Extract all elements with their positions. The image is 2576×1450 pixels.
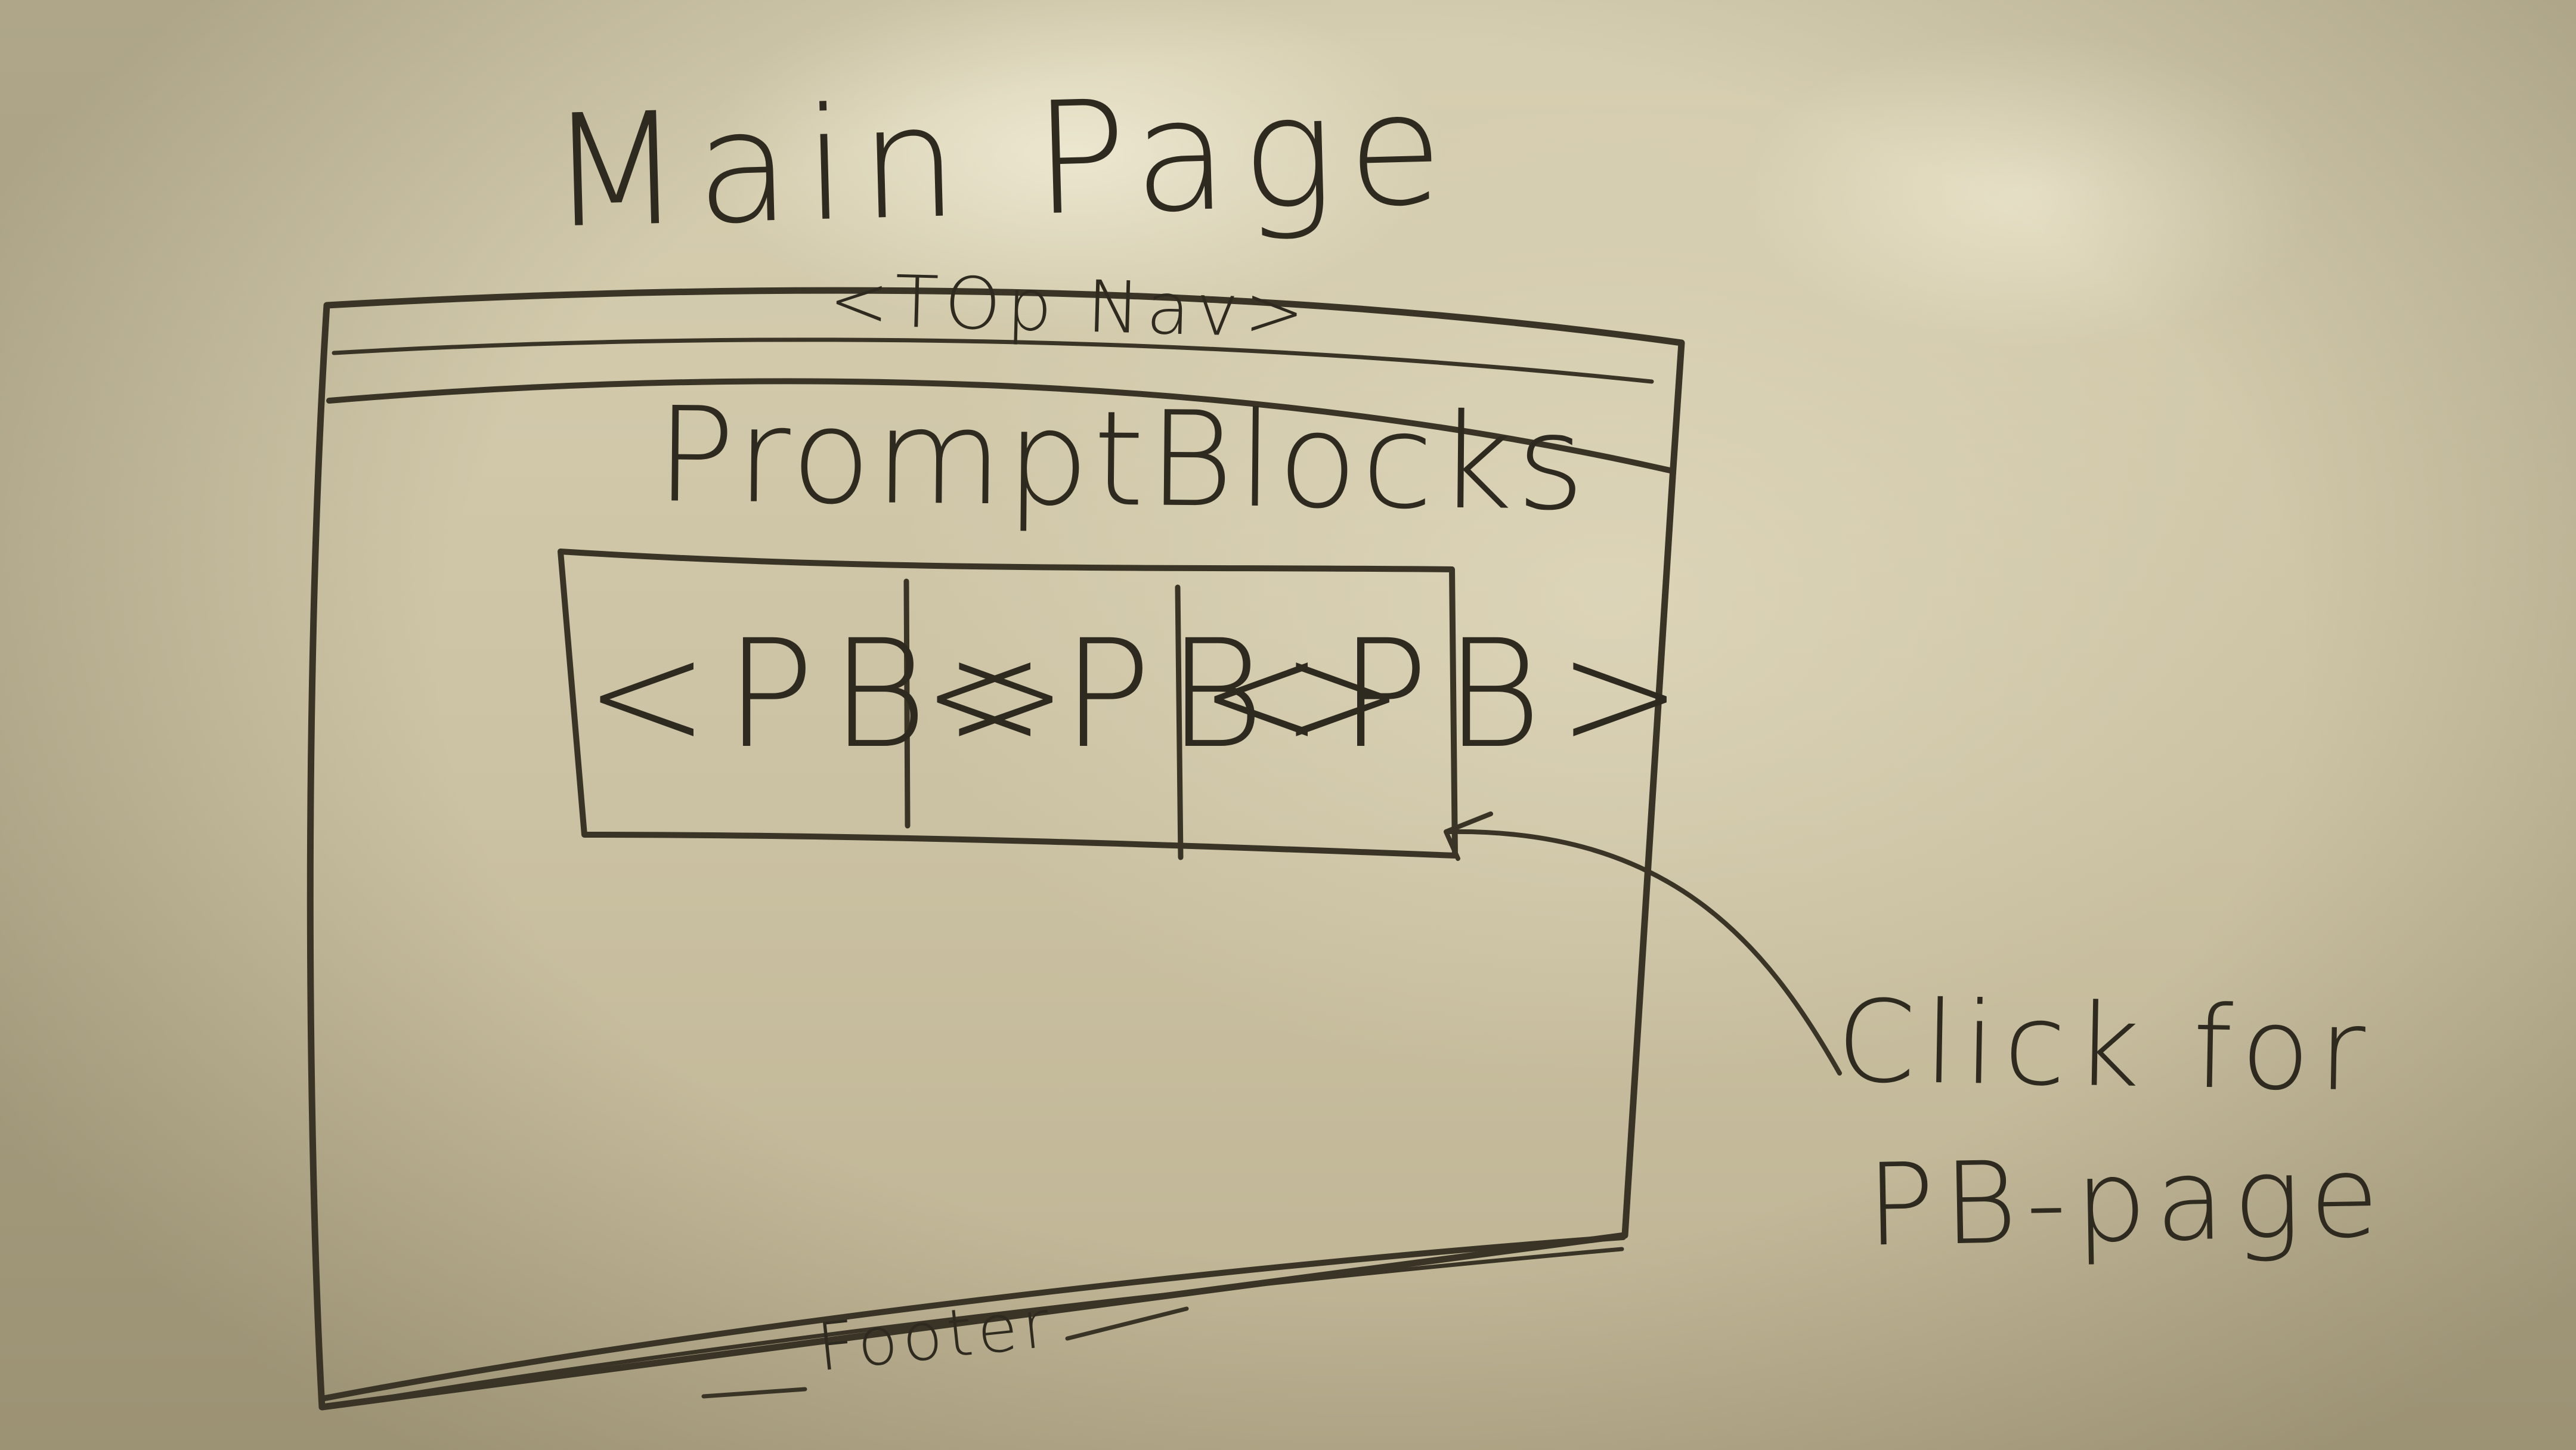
block-separator-1 xyxy=(903,578,911,829)
top-nav-label: <TOp Nav> xyxy=(828,259,1312,355)
top-nav-inner-edge xyxy=(332,337,1654,384)
annotation-line-1: Click for xyxy=(1835,975,2375,1117)
page-title: Main Page xyxy=(546,59,1459,263)
top-nav-divider xyxy=(326,378,1676,474)
annotation-arrow-line xyxy=(1447,829,1842,1076)
footer-divider-secondary xyxy=(327,1247,1624,1409)
prompt-block-1: <PB> xyxy=(584,608,1084,781)
footer-tail-stroke xyxy=(1065,1306,1189,1341)
frame-outline xyxy=(306,287,1685,1411)
prompt-block-3: <PB> xyxy=(1199,608,1698,781)
annotation-line-2: PB-page xyxy=(1865,1130,2389,1272)
annotation-arrow-head xyxy=(1444,811,1493,861)
section-title: PromptBlocks xyxy=(655,379,1590,540)
footer-underline xyxy=(701,1387,807,1399)
footer-divider xyxy=(322,1234,1626,1401)
prompt-block-2: <PB> xyxy=(921,608,1421,781)
block-separator-2 xyxy=(1175,584,1184,860)
